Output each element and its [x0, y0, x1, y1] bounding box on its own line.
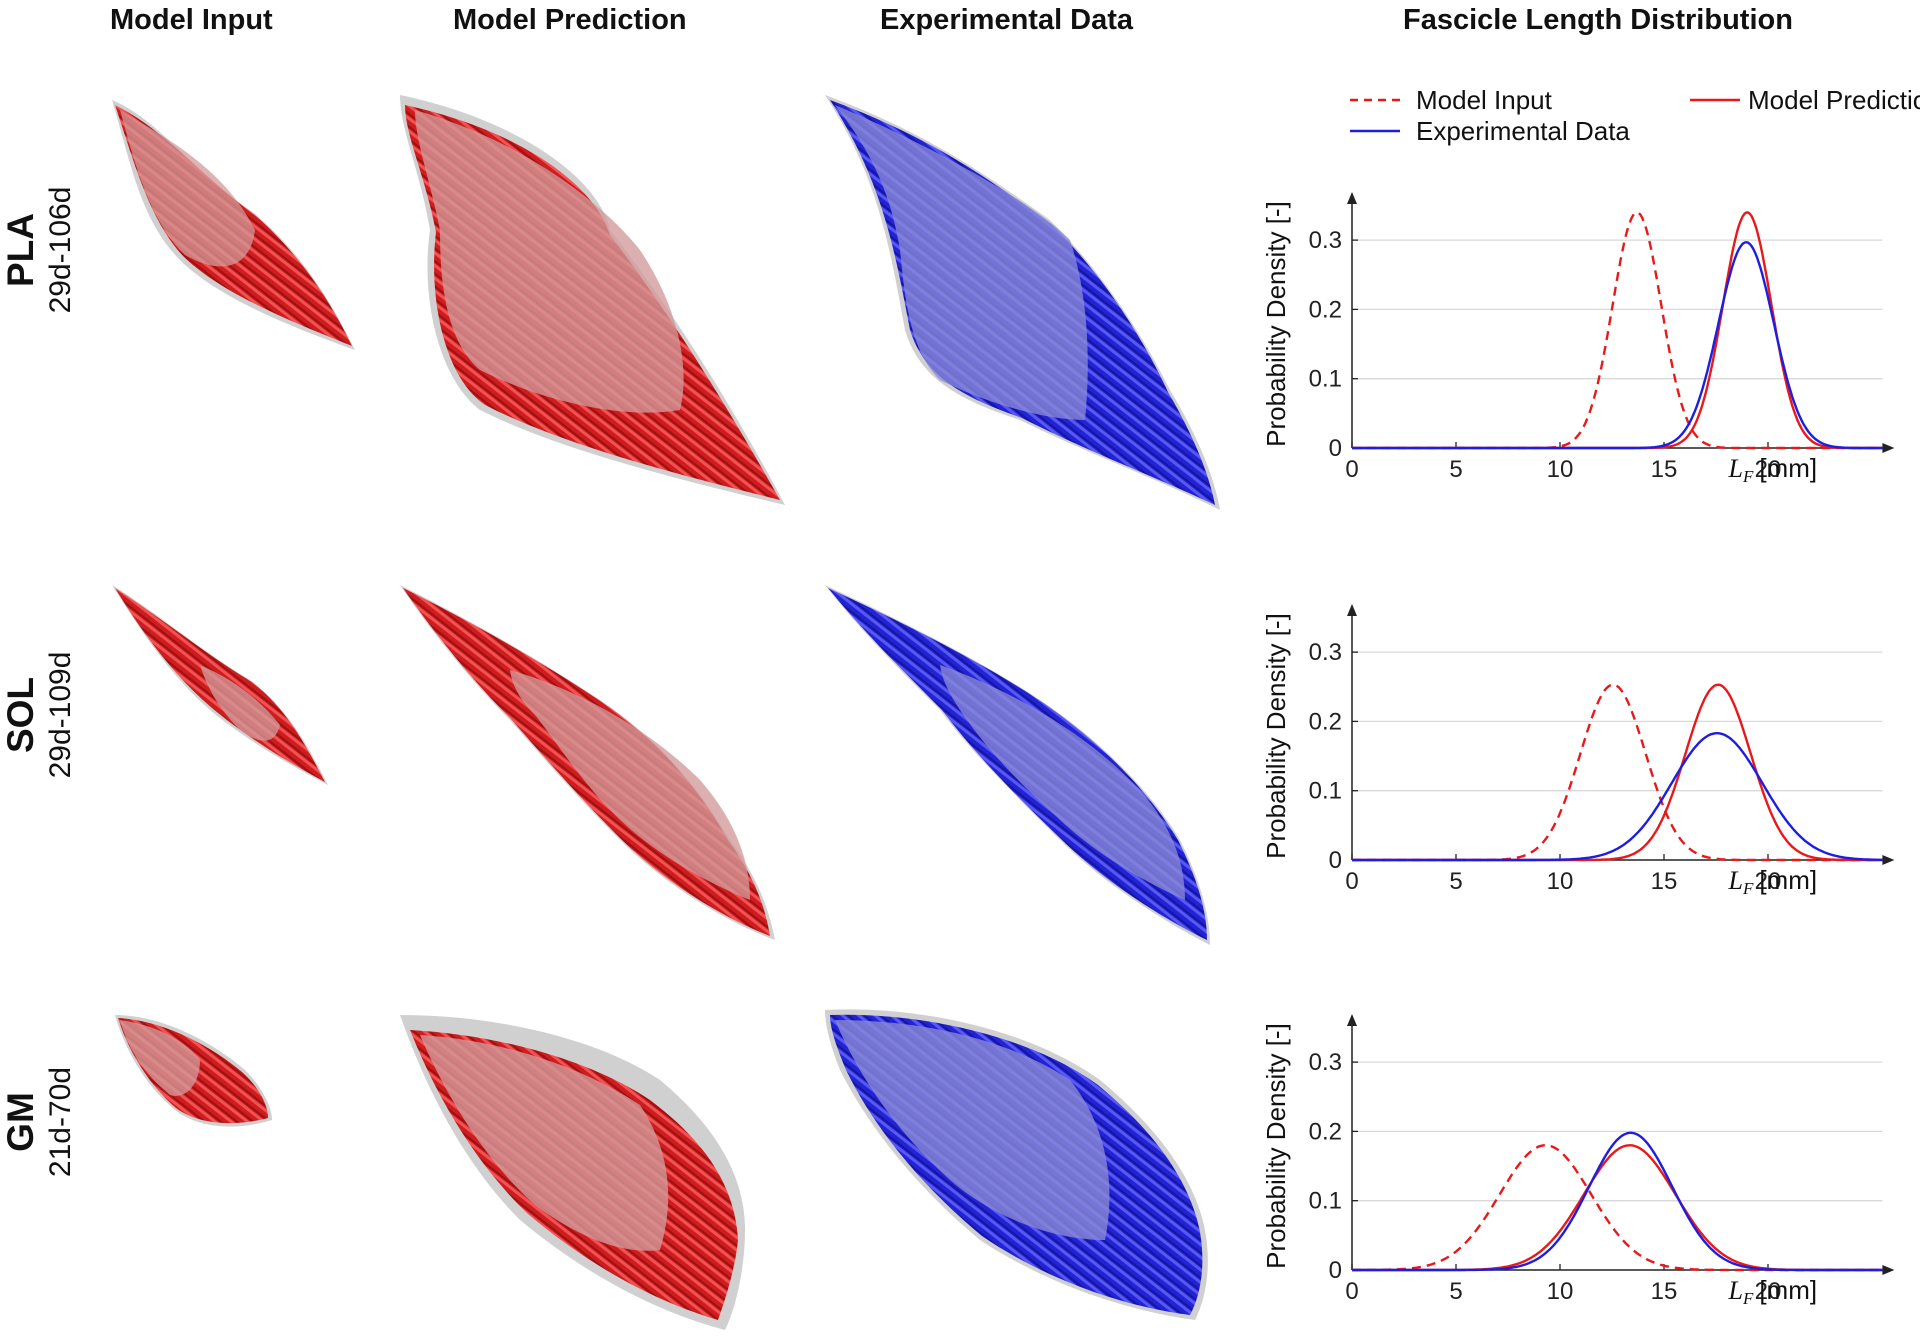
x-tick-label: 15 — [1651, 456, 1678, 483]
y-tick-label: 0 — [1329, 1257, 1342, 1284]
y-axis-label: Probability Density [-] — [1261, 201, 1291, 447]
y-axis-arrow — [1347, 604, 1357, 616]
muscle-render-pla-model-input — [112, 100, 355, 350]
series-line-model-prediction — [1352, 683, 1883, 862]
x-axis-label: LF [mm] — [1727, 1275, 1817, 1308]
chart-gm: 0 5 10 15 20 0 0.1 0.2 0.3 Probability Density [-… — [1261, 1014, 1895, 1308]
y-tick-label: 0.3 — [1309, 227, 1342, 254]
muscle-renderings — [112, 95, 1220, 1330]
muscle-render-pla-model-prediction — [400, 95, 785, 505]
column-title-experimental-data: Experimental Data — [880, 4, 1134, 36]
series-line-experimental-data — [1352, 240, 1883, 450]
series-line-model-prediction — [1352, 1144, 1883, 1272]
muscle-render-sol-model-prediction — [400, 585, 775, 940]
y-tick-label: 0.1 — [1309, 1188, 1342, 1215]
x-axis-arrow — [1882, 443, 1895, 453]
y-tick-label: 0 — [1329, 435, 1342, 462]
x-tick-label: 20 — [1755, 1278, 1782, 1305]
series-line-experimental-data — [1352, 732, 1883, 862]
y-tick-label: 0.1 — [1309, 366, 1342, 393]
x-tick-label: 5 — [1449, 456, 1462, 483]
x-tick-label: 5 — [1449, 868, 1462, 895]
x-tick-label: 0 — [1345, 1278, 1358, 1305]
muscle-render-sol-model-input — [112, 585, 328, 785]
x-axis-arrow — [1882, 1265, 1895, 1275]
muscle-render-gm-model-prediction — [400, 1015, 745, 1330]
column-title-fascicle-length-distribution: Fascicle Length Distribution — [1403, 4, 1793, 36]
series-line-model-prediction — [1352, 211, 1883, 450]
x-tick-label: 15 — [1651, 868, 1678, 895]
x-tick-label: 0 — [1345, 456, 1358, 483]
y-tick-label: 0.2 — [1309, 1118, 1342, 1145]
y-tick-label: 0.2 — [1309, 296, 1342, 323]
muscle-render-sol-experimental — [825, 585, 1210, 945]
muscle-render-gm-experimental — [825, 1009, 1208, 1320]
x-tick-label: 15 — [1651, 1278, 1678, 1305]
y-axis-label: Probability Density [-] — [1261, 613, 1291, 859]
x-tick-label: 20 — [1755, 456, 1782, 483]
x-tick-label: 10 — [1547, 1278, 1574, 1305]
series-line-model-input — [1352, 683, 1883, 862]
legend: Model Input Model Prediction Experimenta… — [1350, 85, 1920, 146]
series-line-model-input — [1352, 211, 1883, 450]
y-tick-label: 0.3 — [1309, 639, 1342, 666]
legend-label-model-input: Model Input — [1416, 85, 1553, 115]
muscle-render-gm-model-input — [115, 1015, 272, 1127]
x-axis-label: LF [mm] — [1727, 865, 1817, 898]
y-tick-label: 0.3 — [1309, 1049, 1342, 1076]
column-title-model-prediction: Model Prediction — [453, 4, 687, 36]
x-tick-label: 0 — [1345, 868, 1358, 895]
y-tick-label: 0.2 — [1309, 708, 1342, 735]
x-axis-arrow — [1882, 855, 1895, 865]
chart-sol: 0 5 10 15 20 0 0.1 0.2 0.3 Probability Density [-… — [1261, 604, 1895, 898]
series-line-model-input — [1352, 1144, 1883, 1272]
y-axis-label: Probability Density [-] — [1261, 1023, 1291, 1269]
y-tick-label: 0.1 — [1309, 778, 1342, 805]
legend-label-experimental-data: Experimental Data — [1416, 116, 1630, 146]
x-tick-label: 10 — [1547, 868, 1574, 895]
muscle-render-pla-experimental — [825, 95, 1220, 510]
x-tick-label: 10 — [1547, 456, 1574, 483]
x-tick-label: 20 — [1755, 868, 1782, 895]
x-tick-label: 5 — [1449, 1278, 1462, 1305]
chart-pla: 0 5 10 15 20 0 0.1 0.2 0.3 Probability Density [-… — [1261, 192, 1895, 486]
x-axis-label: LF [mm] — [1727, 453, 1817, 486]
y-axis-arrow — [1347, 192, 1357, 204]
y-axis-arrow — [1347, 1014, 1357, 1026]
series-line-experimental-data — [1352, 1131, 1883, 1272]
y-tick-label: 0 — [1329, 847, 1342, 874]
column-title-model-input: Model Input — [110, 4, 273, 36]
legend-label-model-prediction: Model Prediction — [1748, 85, 1920, 115]
